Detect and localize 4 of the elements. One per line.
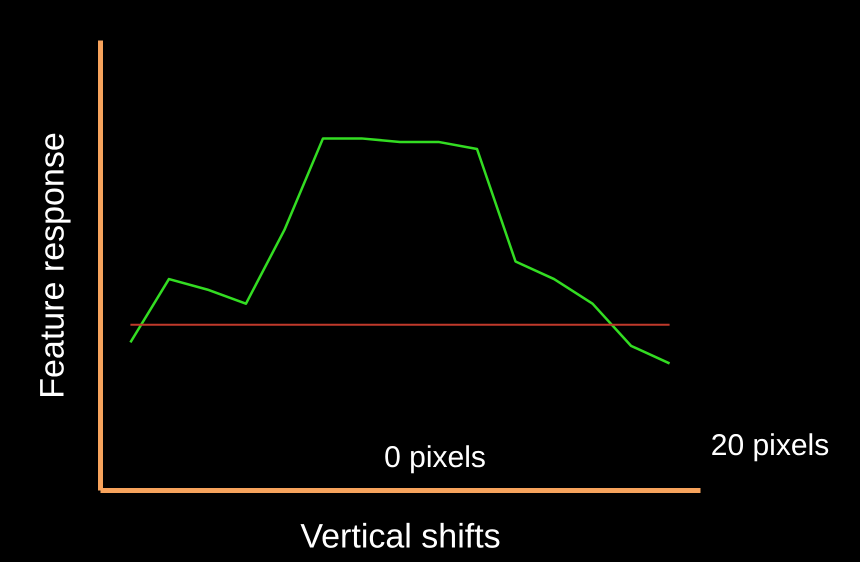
text: 20 pixels: [710, 429, 830, 462]
annotation: 0 pixels: [384, 441, 486, 474]
x-axis-title: Vertical shifts: [300, 518, 501, 556]
y-axis-title: Feature response: [34, 132, 72, 399]
